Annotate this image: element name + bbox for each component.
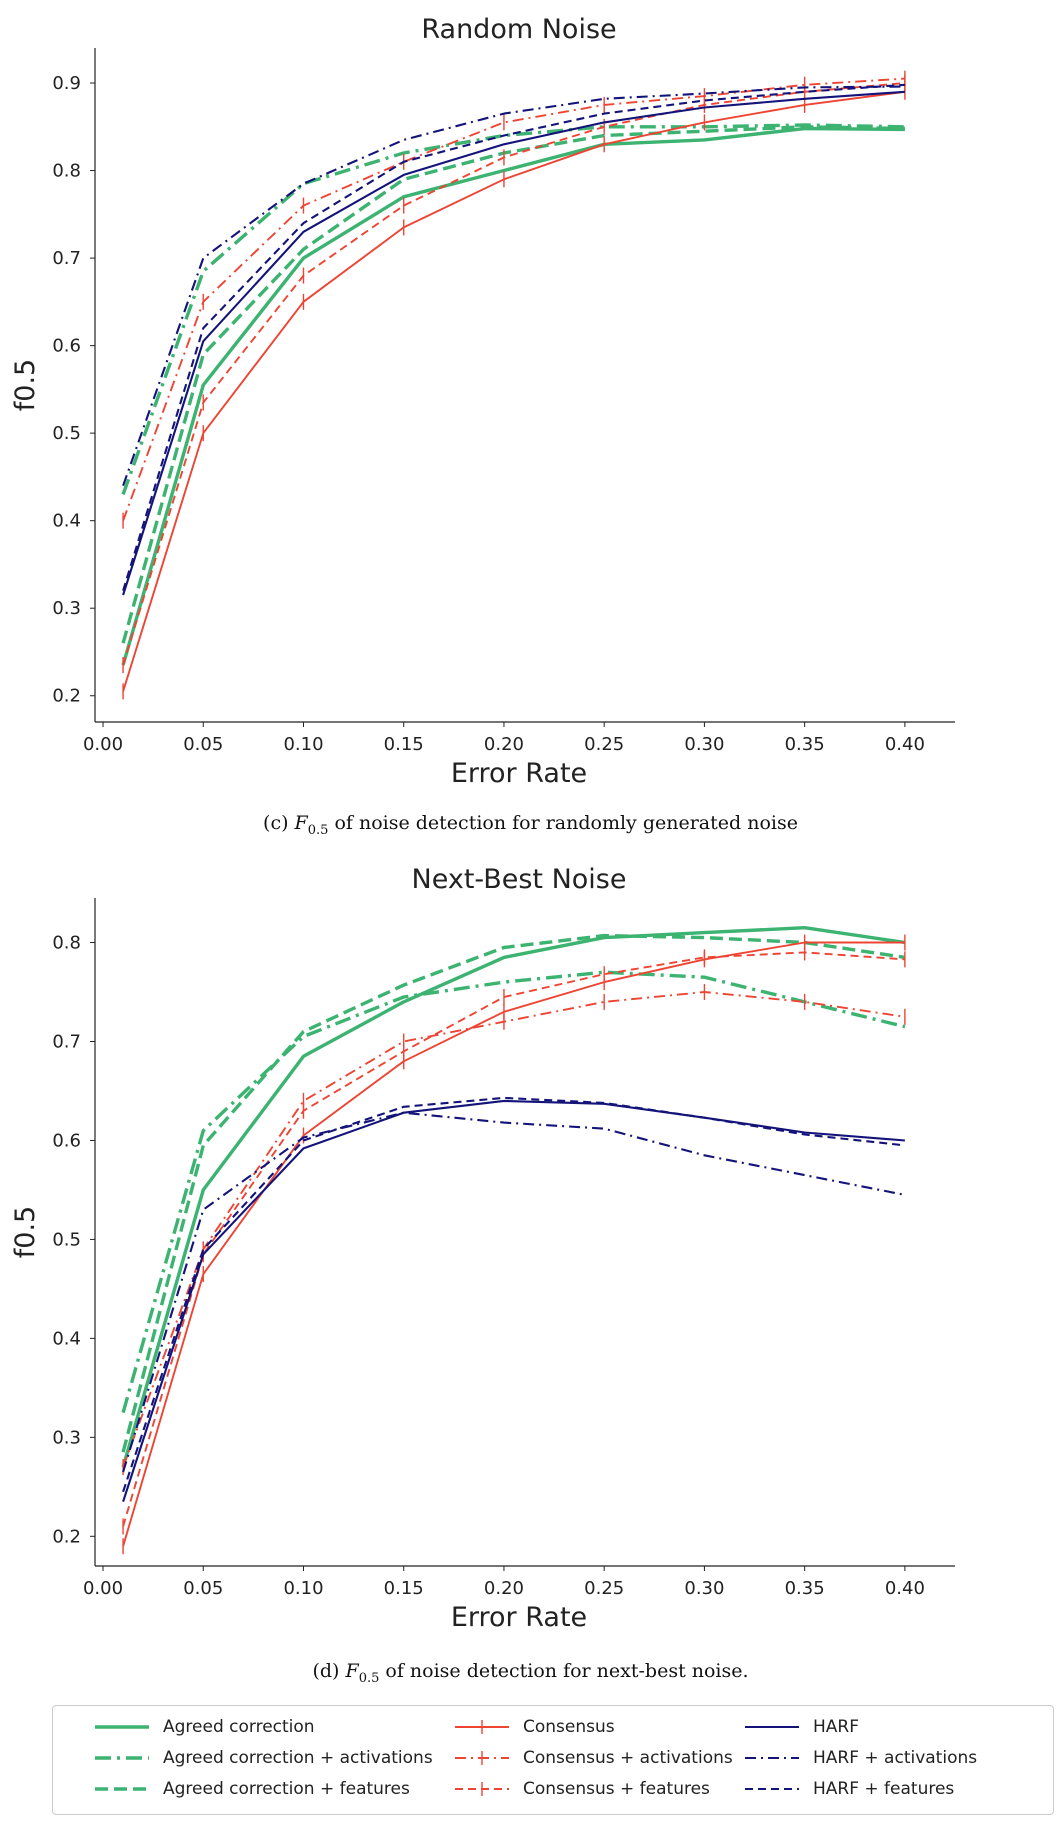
caption-d: (d) F0.5 of noise detection for next-bes… [0, 1660, 1061, 1686]
legend-label: Consensus + features [523, 1779, 710, 1799]
x-tick-label: 0.10 [283, 1578, 323, 1599]
legend-item: HARF + features [743, 1776, 954, 1802]
x-tick-label: 0.25 [584, 734, 624, 755]
caption-d-metric: F [345, 1660, 359, 1682]
y-tick-label: 0.4 [52, 1328, 81, 1349]
legend-item: Agreed correction [93, 1714, 315, 1740]
series-line [121, 126, 905, 666]
legend-item: Consensus + features [453, 1776, 710, 1802]
y-tick-label: 0.8 [52, 933, 81, 954]
legend-item: Agreed correction + activations [93, 1745, 433, 1771]
legend-label: Consensus + activations [523, 1748, 733, 1768]
series-line [122, 90, 905, 596]
legend-line-sample [745, 1756, 799, 1760]
y-tick-label: 0.3 [52, 1427, 81, 1448]
y-tick-label: 0.2 [52, 1526, 81, 1547]
legend-item: Consensus + activations [453, 1745, 733, 1771]
legend-line-sample [455, 1720, 509, 1734]
series-line [122, 77, 905, 522]
legend-label: HARF + features [813, 1779, 955, 1799]
series-line [122, 951, 905, 1527]
caption-d-text: of noise detection for next-best noise. [385, 1660, 749, 1682]
series-line [122, 991, 906, 1468]
series-line [122, 82, 905, 666]
y-tick-label: 0.5 [52, 1229, 81, 1250]
legend: Agreed correction Agreed correction + act… [52, 1705, 1054, 1815]
x-tick-label: 0.05 [183, 734, 223, 755]
x-tick-label: 0.30 [684, 734, 724, 755]
series-line [122, 941, 905, 1547]
chart-panel-1: Next-Best Noise 0.00 0.05 0.10 0.15 0.20 0.25 0… [10, 864, 955, 1633]
chart-title: Random Noise [421, 14, 616, 45]
x-tick-label: 0.40 [885, 734, 925, 755]
series-line [121, 970, 906, 1414]
legend-line-sample [95, 1787, 149, 1791]
series-line [122, 1096, 906, 1493]
y-tick-label: 0.3 [52, 598, 81, 619]
caption-d-sub: 0.5 [358, 1670, 380, 1686]
x-tick-label: 0.20 [484, 1578, 524, 1599]
y-tick-label: 0.4 [52, 511, 81, 532]
caption-c-sub: 0.5 [307, 822, 329, 838]
legend-label: Agreed correction [163, 1717, 315, 1737]
x-tick-label: 0.35 [785, 1578, 825, 1599]
caption-d-prefix: (d) [312, 1660, 340, 1682]
x-axis-label: Error Rate [451, 758, 587, 789]
x-tick-label: 0.05 [183, 1578, 223, 1599]
x-axis-label: Error Rate [451, 1602, 587, 1633]
series-line [122, 85, 905, 487]
series-line [122, 83, 905, 592]
y-tick-label: 0.8 [52, 161, 81, 182]
caption-c: (c) F0.5 of noise detection for randomly… [0, 812, 1061, 838]
caption-c-text: of noise detection for randomly generate… [334, 812, 798, 834]
y-tick-label: 0.6 [52, 1130, 81, 1151]
x-tick-label: 0.40 [885, 1578, 925, 1599]
x-tick-label: 0.15 [384, 1578, 424, 1599]
legend-item: Agreed correction + features [93, 1776, 410, 1802]
y-axis-label: f0.5 [10, 1206, 41, 1258]
x-tick-label: 0.20 [484, 734, 524, 755]
legend-line-sample [455, 1782, 509, 1796]
series-line [121, 926, 906, 1468]
x-tick-label: 0.00 [83, 734, 123, 755]
legend-label: HARF + activations [813, 1748, 978, 1768]
x-tick-label: 0.25 [584, 1578, 624, 1599]
x-tick-label: 0.00 [83, 1578, 123, 1599]
x-tick-label: 0.15 [384, 734, 424, 755]
y-tick-label: 0.9 [52, 73, 81, 94]
legend-label: Agreed correction + features [163, 1779, 410, 1799]
legend-line-sample [745, 1787, 799, 1791]
y-tick-label: 0.5 [52, 423, 81, 444]
y-tick-label: 0.6 [52, 336, 81, 357]
x-tick-label: 0.35 [785, 734, 825, 755]
legend-item: HARF [743, 1714, 859, 1740]
legend-line-sample [745, 1725, 799, 1729]
legend-label: HARF [813, 1717, 860, 1737]
legend-item: Consensus [453, 1714, 615, 1740]
legend-line-sample [95, 1725, 149, 1729]
legend-label: Agreed correction + activations [163, 1748, 433, 1768]
caption-c-prefix: (c) [263, 812, 289, 834]
legend-item: HARF + activations [743, 1745, 977, 1771]
chart-title: Next-Best Noise [412, 864, 627, 895]
y-tick-label: 0.7 [52, 248, 81, 269]
legend-line-sample [95, 1756, 149, 1760]
series-line [121, 123, 905, 495]
legend-line-sample [455, 1751, 509, 1765]
series-line [121, 933, 906, 1453]
y-tick-label: 0.2 [52, 686, 81, 707]
series-line [122, 90, 906, 692]
x-tick-label: 0.30 [684, 1578, 724, 1599]
series-line [122, 1099, 905, 1503]
legend-label: Consensus [523, 1717, 615, 1737]
series-line [122, 1111, 906, 1473]
x-tick-label: 0.10 [283, 734, 323, 755]
caption-c-metric: F [294, 812, 308, 834]
y-axis-label: f0.5 [10, 359, 41, 411]
y-tick-label: 0.7 [52, 1031, 81, 1052]
